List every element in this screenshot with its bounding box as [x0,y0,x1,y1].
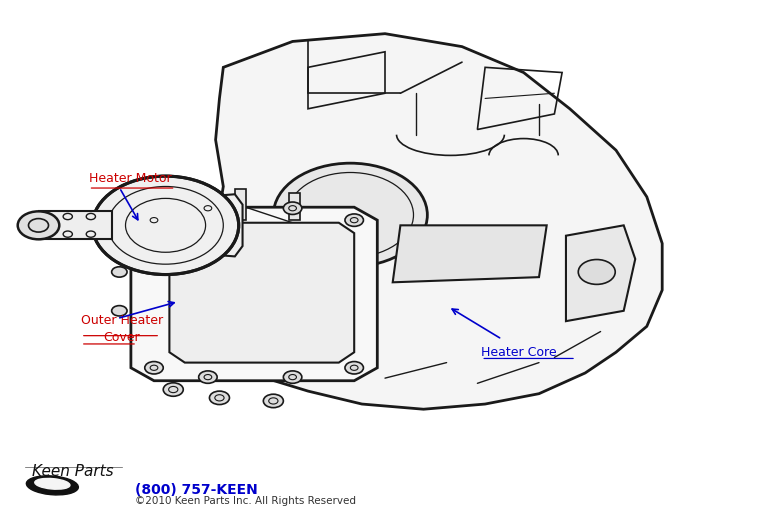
Circle shape [163,383,183,396]
Circle shape [283,202,302,214]
Text: Heater Core: Heater Core [481,346,557,359]
Text: (800) 757-KEEN: (800) 757-KEEN [135,482,257,497]
Polygon shape [289,193,300,220]
Circle shape [209,391,229,405]
Polygon shape [212,34,662,409]
Text: Heater Motor: Heater Motor [89,172,171,185]
Circle shape [145,362,163,374]
Circle shape [112,306,127,316]
Circle shape [263,394,283,408]
Text: Outer Heater
Cover: Outer Heater Cover [81,314,163,344]
Circle shape [199,202,217,214]
Polygon shape [38,211,112,239]
Ellipse shape [26,476,79,495]
Circle shape [273,163,427,267]
Circle shape [18,211,59,239]
Circle shape [578,260,615,284]
Polygon shape [393,225,547,282]
Polygon shape [131,207,377,381]
Polygon shape [104,194,243,256]
Circle shape [283,371,302,383]
Circle shape [112,267,127,277]
Ellipse shape [35,479,70,489]
Polygon shape [235,189,246,220]
Text: Keen Parts: Keen Parts [32,464,114,479]
Circle shape [199,371,217,383]
Circle shape [92,176,239,275]
Circle shape [345,214,363,226]
Circle shape [145,214,163,226]
Text: ©2010 Keen Parts Inc. All Rights Reserved: ©2010 Keen Parts Inc. All Rights Reserve… [135,496,356,507]
Circle shape [345,362,363,374]
Polygon shape [169,223,354,363]
Polygon shape [566,225,635,321]
